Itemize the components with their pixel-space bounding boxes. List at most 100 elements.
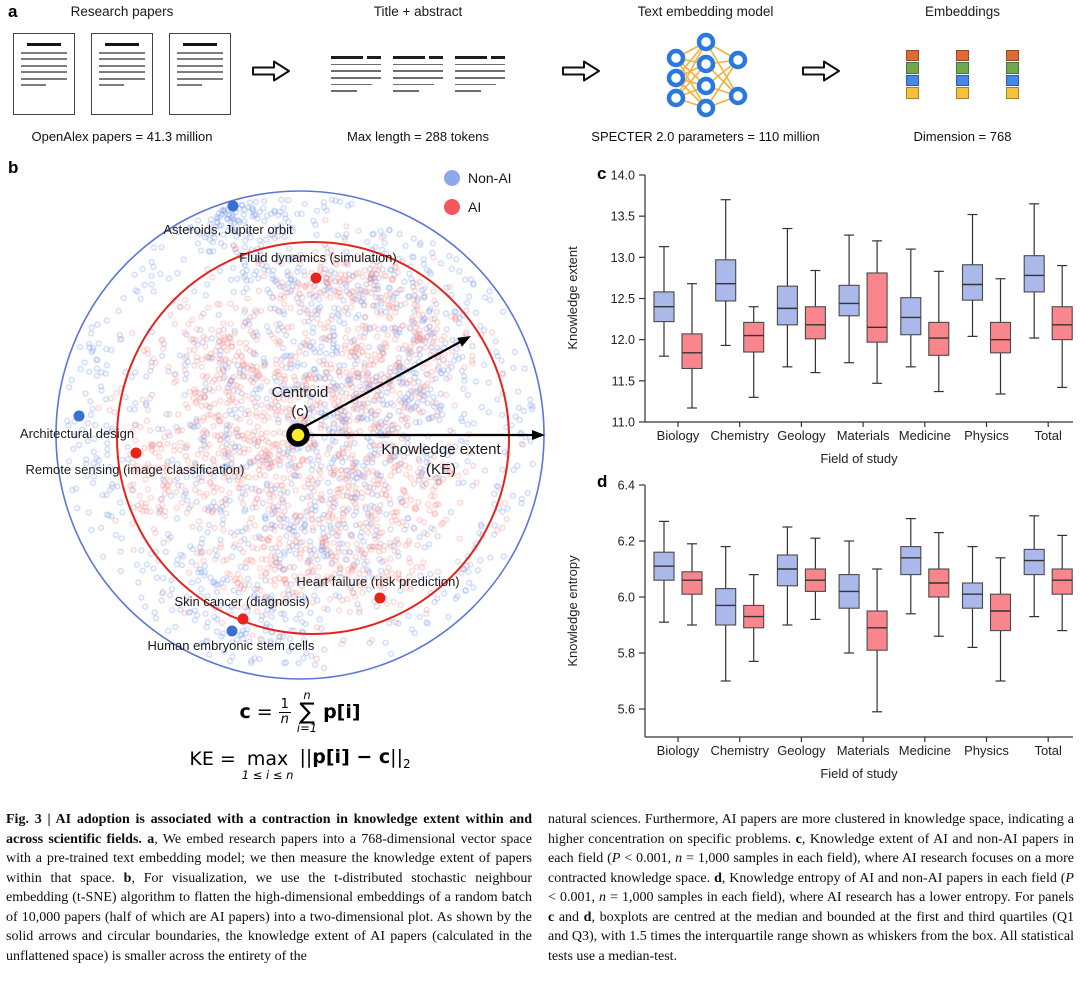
- embedding-vector-icon: [906, 49, 919, 99]
- boxplot-box-ai: [681, 283, 703, 409]
- boxplot-box-ai: [989, 278, 1012, 395]
- legend: Non-AI AI: [444, 170, 512, 215]
- boxplot-box-ai: [1051, 534, 1073, 632]
- summation: n ∑ i=1: [296, 688, 318, 736]
- nn-edges: [674, 41, 739, 109]
- annotation-label: Skin cancer (diagnosis): [174, 594, 309, 609]
- document-icon: [91, 33, 153, 115]
- boxplot-box-ai: [866, 240, 888, 384]
- panel-c-label: c: [597, 164, 607, 183]
- arrow: [303, 336, 471, 428]
- caption-text: = 1,000 samples in each field), where AI…: [548, 851, 1074, 886]
- caption-text: d: [583, 909, 592, 925]
- step-embeddings: Embeddings Dimension = 768: [880, 4, 1045, 144]
- x-tick-label: Chemistry: [710, 428, 769, 443]
- caption-text: a: [147, 831, 155, 847]
- caption-text: , Knowledge extent of AI and non-AI pape…: [548, 831, 1074, 867]
- x-tick-label: Geology: [777, 428, 826, 443]
- scatter-annotation: Architectural design: [20, 410, 134, 441]
- annotation-dot: [237, 613, 249, 625]
- scatter-annotation: Heart failure (risk prediction): [296, 574, 460, 604]
- annotation-dot: [374, 592, 386, 604]
- step-caption: Max length = 288 tokens: [346, 128, 489, 144]
- x-axis-label: Field of study: [820, 766, 898, 781]
- x-tick-label: Medicine: [899, 428, 951, 443]
- boxplot-box-ai: [743, 573, 765, 662]
- caption-text: natural sciences. Furthermore, AI papers…: [548, 812, 1074, 847]
- caption-text: P: [611, 851, 621, 866]
- step-research-papers: Research papers OpenAlex papers = 41.3 m…: [10, 4, 234, 144]
- panel-a: a Research papers OpenAlex papers = 41.3…: [0, 0, 1080, 150]
- document-icon: [169, 33, 231, 115]
- ke-arrows: [303, 336, 545, 440]
- panel-b: Non-AI AI Asteroids, Jupiter orbit Fluid …: [0, 150, 560, 805]
- annotation-dot: [226, 625, 238, 637]
- annotation-dot: [227, 200, 239, 212]
- annotation-label: Fluid dynamics (simulation): [239, 250, 397, 265]
- scatter-annotations: Asteroids, Jupiter orbit Fluid dynamics (…: [20, 200, 460, 653]
- boxplot-box-ai: [804, 537, 826, 620]
- x-tick-label: Materials: [837, 428, 890, 443]
- scatter-annotation: Skin cancer (diagnosis): [174, 594, 310, 625]
- legend-ai-label: AI: [468, 199, 481, 215]
- formula-term: p[i]: [323, 701, 361, 724]
- y-tick-label: 13.5: [611, 210, 635, 224]
- annotation-dot: [130, 447, 142, 459]
- y-tick-label: 11.0: [612, 416, 635, 430]
- annotation-dot: [310, 272, 322, 284]
- caption-text: , Knowledge entropy of AI and non-AI pap…: [721, 870, 1066, 886]
- x-tick-label: Total: [1034, 428, 1062, 443]
- step-title-abstract: Title + abstract Max length = 288 tokens: [318, 4, 518, 144]
- caption-text: = 1,000 samples in each field), where AI…: [606, 890, 1074, 905]
- x-tick-label: Materials: [837, 743, 890, 758]
- boxplot-box-non-ai: [715, 545, 737, 682]
- knowledge-extent-sublabel: (KE): [426, 461, 456, 478]
- y-tick-label: 5.8: [618, 647, 635, 661]
- boxplot-box-non-ai: [653, 246, 675, 357]
- caption-text: n: [675, 851, 683, 866]
- caption-right-column: natural sciences. Furthermore, AI papers…: [548, 810, 1074, 966]
- tsne-overlay: Non-AI AI Asteroids, Jupiter orbit Fluid …: [20, 170, 545, 680]
- panel-a-label: a: [8, 2, 18, 21]
- legend-nonai-dot: [444, 170, 460, 186]
- centroid-dot: [286, 423, 310, 447]
- text-lines-icon: [331, 55, 505, 93]
- y-tick-label: 6.2: [618, 535, 635, 549]
- y-tick-label: 11.5: [612, 374, 635, 388]
- annotation-dot: [73, 410, 85, 422]
- boxplot-box-ai: [928, 531, 950, 637]
- caption-text: , For visualization, we use the t-distri…: [6, 870, 532, 964]
- boxplot-box-ai: [804, 269, 826, 374]
- equals-sign: =: [219, 747, 236, 770]
- text-block-icon: [393, 55, 443, 93]
- y-axis-label: Knowledge entropy: [565, 555, 580, 667]
- x-axis-label: Field of study: [820, 451, 898, 466]
- caption-text: c: [548, 909, 555, 925]
- caption-text: d: [714, 870, 722, 886]
- boxplot-box-non-ai: [961, 213, 984, 337]
- arrow: [306, 430, 545, 440]
- equals-sign: =: [256, 701, 273, 724]
- scatter-annotation: Human embryonic stem cells: [148, 625, 315, 653]
- step-title: Text embedding model: [637, 4, 774, 19]
- knowledge-extent-formula: KE = max 1 ≤ i ≤ n ||p[i] − c||2: [140, 743, 460, 780]
- y-tick-label: 14.0: [611, 169, 635, 183]
- caption-text: < 0.001,: [548, 890, 600, 905]
- figure-caption: Fig. 3 | AI adoption is associated with …: [6, 810, 1074, 966]
- caption-text: c: [795, 831, 802, 847]
- boxplot-box-ai: [866, 568, 888, 713]
- annotation-label: Human embryonic stem cells: [148, 638, 315, 653]
- step-caption: Dimension = 768: [913, 129, 1012, 144]
- formula-symbol: KE: [189, 747, 214, 770]
- y-tick-label: 6.4: [618, 479, 635, 493]
- annotation-label: Architectural design: [20, 426, 134, 441]
- caption-text: n: [599, 890, 607, 905]
- boxplot-box-non-ai: [838, 540, 860, 654]
- caption-text: and: [554, 909, 584, 925]
- caption-left-column: Fig. 3 | AI adoption is associated with …: [6, 810, 532, 966]
- scatter-annotation: Asteroids, Jupiter orbit: [163, 200, 293, 237]
- y-tick-label: 12.0: [611, 333, 635, 347]
- boxplot-box-non-ai: [838, 234, 860, 364]
